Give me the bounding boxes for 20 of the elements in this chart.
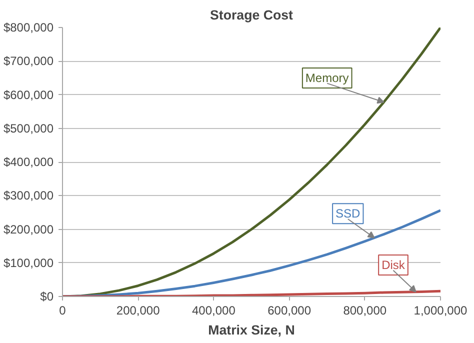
- x-axis-title: Matrix Size, N: [208, 322, 295, 338]
- x-tick-label: 1,000,000: [414, 304, 468, 318]
- chart-title: Storage Cost: [210, 8, 294, 22]
- text: Memory: [305, 70, 349, 85]
- y-tick-label: $500,000: [3, 121, 54, 136]
- y-tick-label: $400,000: [3, 155, 54, 169]
- x-tick-label: 600,000: [268, 304, 312, 318]
- y-tick-label: $0: [40, 290, 54, 304]
- y-tick-label: $300,000: [3, 188, 54, 203]
- series-label: SSD: [336, 206, 361, 221]
- y-tick-label: $800,000: [3, 20, 54, 34]
- x-tick-label: 200,000: [116, 304, 160, 318]
- y-tick-label: $200,000: [3, 222, 54, 236]
- x-tick-label: 800,000: [343, 304, 387, 318]
- y-tick-label: $600,000: [3, 88, 54, 102]
- x-tick-label: 400,000: [192, 304, 236, 318]
- x-tick-label: 0: [59, 304, 66, 318]
- y-tick-label: $700,000: [3, 54, 54, 68]
- y-tick-label: $100,000: [3, 256, 54, 270]
- series-label: Disk: [382, 258, 406, 272]
